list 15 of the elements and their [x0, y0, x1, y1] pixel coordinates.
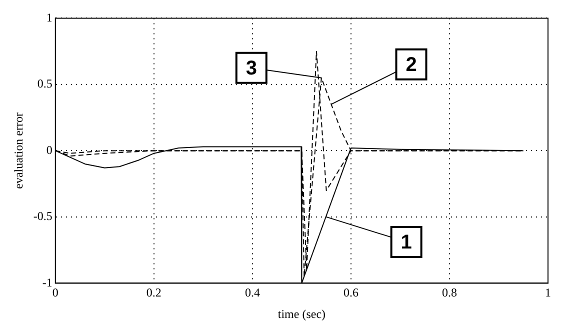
x-tick-label: 0.4: [244, 286, 260, 300]
y-axis-title: evaluation error: [11, 112, 26, 189]
y-tick-label: -0.5: [33, 209, 52, 224]
x-tick-label: 0.2: [146, 286, 162, 300]
y-tick-label: 1: [46, 10, 52, 24]
y-tick-label: 0: [46, 142, 52, 157]
annotation: 3: [246, 57, 257, 80]
x-axis-title: time (sec): [278, 306, 326, 321]
y-tick-label: 0.5: [37, 76, 52, 91]
x-tick-label: 0.8: [442, 286, 457, 300]
x-tick-label: 1: [545, 286, 551, 300]
annotation: 1: [400, 231, 412, 254]
annotation: 2: [406, 54, 417, 76]
y-tick-label: -1: [42, 275, 52, 290]
x-tick-label: 0.6: [343, 286, 358, 300]
